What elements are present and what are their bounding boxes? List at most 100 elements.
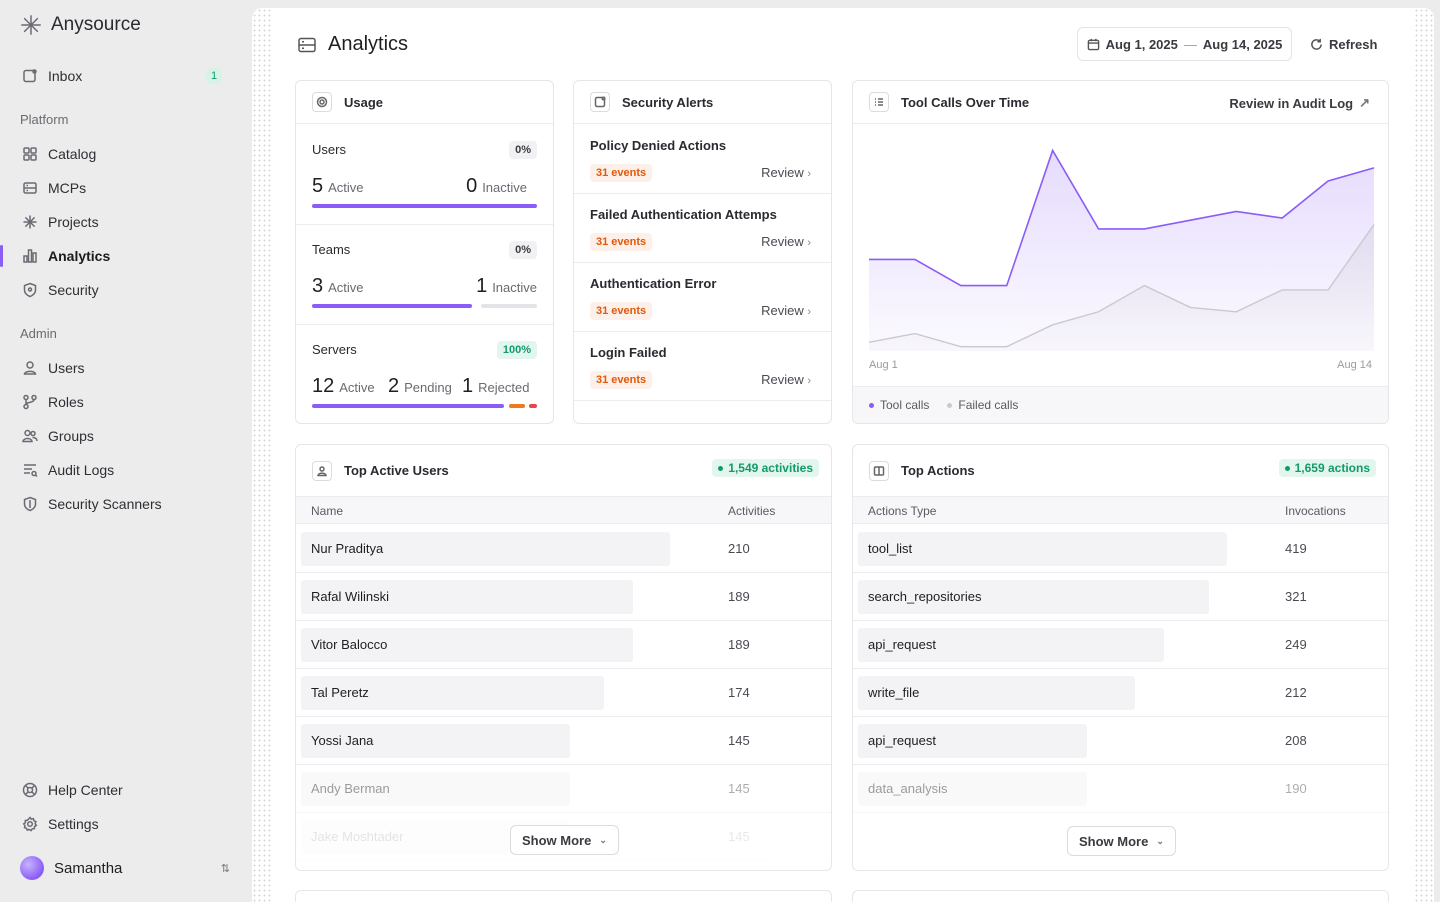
teams-bar-inactive [481, 304, 537, 308]
row-value: 189 [728, 637, 750, 652]
table-row[interactable]: Nur Praditya 210 [296, 525, 831, 573]
chevron-right-icon: › [807, 168, 811, 180]
card-header: Tool Calls Over Time Review in Audit Log… [853, 81, 1388, 124]
usage-servers-pct: 100% [496, 341, 537, 359]
alert-icon [590, 92, 610, 112]
table-row[interactable]: data_analysis 190 [853, 765, 1388, 813]
alert-item[interactable]: Login Failed 31 events Review › [574, 332, 831, 401]
chevron-right-icon: › [807, 375, 811, 387]
row-bar [858, 772, 1087, 806]
alert-title: Login Failed [590, 345, 667, 360]
help-icon [22, 782, 38, 798]
column-header-action-type: Actions Type [868, 504, 937, 518]
row-value: 190 [1285, 781, 1307, 796]
legend-label: Failed calls [958, 398, 1019, 412]
show-more-label: Show More [522, 832, 592, 848]
anysource-logo-icon [21, 15, 41, 35]
teams-active-stat: 3 Active [312, 275, 364, 298]
column-header-activities: Activities [728, 504, 776, 518]
refresh-button[interactable]: Refresh [1306, 27, 1381, 61]
user-icon [312, 460, 332, 481]
card-header: Usage [296, 81, 553, 124]
sidebar-item-label: MCPs [48, 180, 87, 196]
divider [296, 324, 553, 325]
row-name: write_file [868, 685, 920, 700]
show-more-button[interactable]: Show More ⌄ [1067, 826, 1176, 856]
legend-item-tool-calls: Tool calls [869, 398, 929, 412]
sidebar-item-mcps[interactable]: MCPs [0, 173, 250, 203]
row-bar [301, 532, 670, 566]
table-row[interactable]: tool_list 419 [853, 525, 1388, 573]
sidebar-item-label: Security [48, 282, 99, 298]
row-name: Vitor Balocco [311, 637, 388, 652]
stat-number: 3 [312, 275, 324, 297]
row-bar [858, 676, 1135, 710]
calendar-icon [1087, 38, 1099, 50]
chevron-right-icon: › [807, 237, 811, 249]
gear-icon [22, 816, 38, 832]
alert-item[interactable]: Failed Authentication Attemps 31 events … [574, 194, 831, 263]
sidebar-item-catalog[interactable]: Catalog [0, 139, 250, 169]
page-title: Analytics [297, 33, 408, 56]
user-menu[interactable]: Samantha ⇅ [20, 856, 230, 880]
sidebar-item-groups[interactable]: Groups [0, 421, 250, 451]
users-active-stat: 5 Active [312, 175, 364, 198]
review-link[interactable]: Review › [761, 372, 811, 387]
review-link[interactable]: Review › [761, 165, 811, 180]
table-row[interactable]: search_repositories 321 [853, 573, 1388, 621]
alert-item[interactable]: Policy Denied Actions 31 events Review › [574, 125, 831, 194]
row-bar [301, 580, 633, 614]
table-row[interactable]: write_file 212 [853, 669, 1388, 717]
sidebar-item-security[interactable]: Security [0, 275, 250, 305]
table-row[interactable]: Rafal Wilinski 189 [296, 573, 831, 621]
usage-teams-pct: 0% [509, 241, 537, 259]
table-row[interactable]: Tal Peretz 174 [296, 669, 831, 717]
refresh-icon [1311, 38, 1322, 50]
row-value: 174 [728, 685, 750, 700]
sidebar-item-roles[interactable]: Roles [0, 387, 250, 417]
table-row[interactable]: api_request 249 [853, 621, 1388, 669]
column-header-name: Name [311, 504, 344, 518]
brand-logo[interactable]: Anysource [20, 14, 141, 36]
review-label: Review [761, 372, 804, 387]
alert-title: Authentication Error [590, 276, 717, 291]
review-audit-log-link[interactable]: Review in Audit Log ↗ [1229, 95, 1370, 111]
sidebar-item-settings[interactable]: Settings [0, 809, 250, 839]
table-row[interactable]: Yossi Jana 145 [296, 717, 831, 765]
sidebar-item-help-center[interactable]: Help Center [0, 775, 250, 805]
sidebar-item-analytics[interactable]: Analytics [0, 241, 250, 271]
servers-bar-rejected [529, 404, 537, 408]
inbox-icon [22, 68, 38, 84]
usage-users-pct: 0% [509, 141, 537, 159]
card-header: Top Active Users 1,549 activities [296, 445, 831, 496]
alert-item[interactable]: Authentication Error 31 events Review › [574, 263, 831, 332]
sidebar-item-label: Catalog [48, 146, 97, 162]
row-bar [301, 724, 570, 758]
card-title: Top Active Users [344, 463, 449, 478]
sidebar-item-inbox[interactable]: Inbox 1 [0, 61, 250, 91]
divider [296, 224, 553, 225]
list-icon [869, 92, 889, 112]
gear-icon [312, 92, 332, 112]
sidebar-item-label: Security Scanners [48, 496, 162, 512]
chart-legend: Tool calls Failed calls [853, 386, 1388, 423]
sidebar-item-users[interactable]: Users [0, 353, 250, 383]
top-active-users-card: Top Active Users 1,549 activities Name A… [295, 444, 832, 871]
table-row[interactable]: Andy Berman 145 [296, 765, 831, 813]
card-title: Top Actions [901, 463, 975, 478]
servers-rejected-stat: 1 Rejected [462, 375, 529, 398]
review-link[interactable]: Review › [761, 303, 811, 318]
legend-dot [947, 403, 953, 409]
sidebar-item-projects[interactable]: Projects [0, 207, 250, 237]
date-range-picker[interactable]: Aug 1, 2025 — Aug 14, 2025 [1077, 27, 1292, 61]
legend-dot [869, 403, 874, 409]
inbox-count-badge: 1 [206, 68, 222, 84]
table-row[interactable]: Vitor Balocco 189 [296, 621, 831, 669]
review-link[interactable]: Review › [761, 234, 811, 249]
show-more-button[interactable]: Show More ⌄ [510, 825, 619, 855]
table-row[interactable]: api_request 208 [853, 717, 1388, 765]
sidebar-item-security-scanners[interactable]: Security Scanners [0, 489, 250, 519]
sidebar-item-audit-logs[interactable]: Audit Logs [0, 455, 250, 485]
stat-number: 12 [312, 375, 335, 397]
row-value: 145 [728, 733, 750, 748]
